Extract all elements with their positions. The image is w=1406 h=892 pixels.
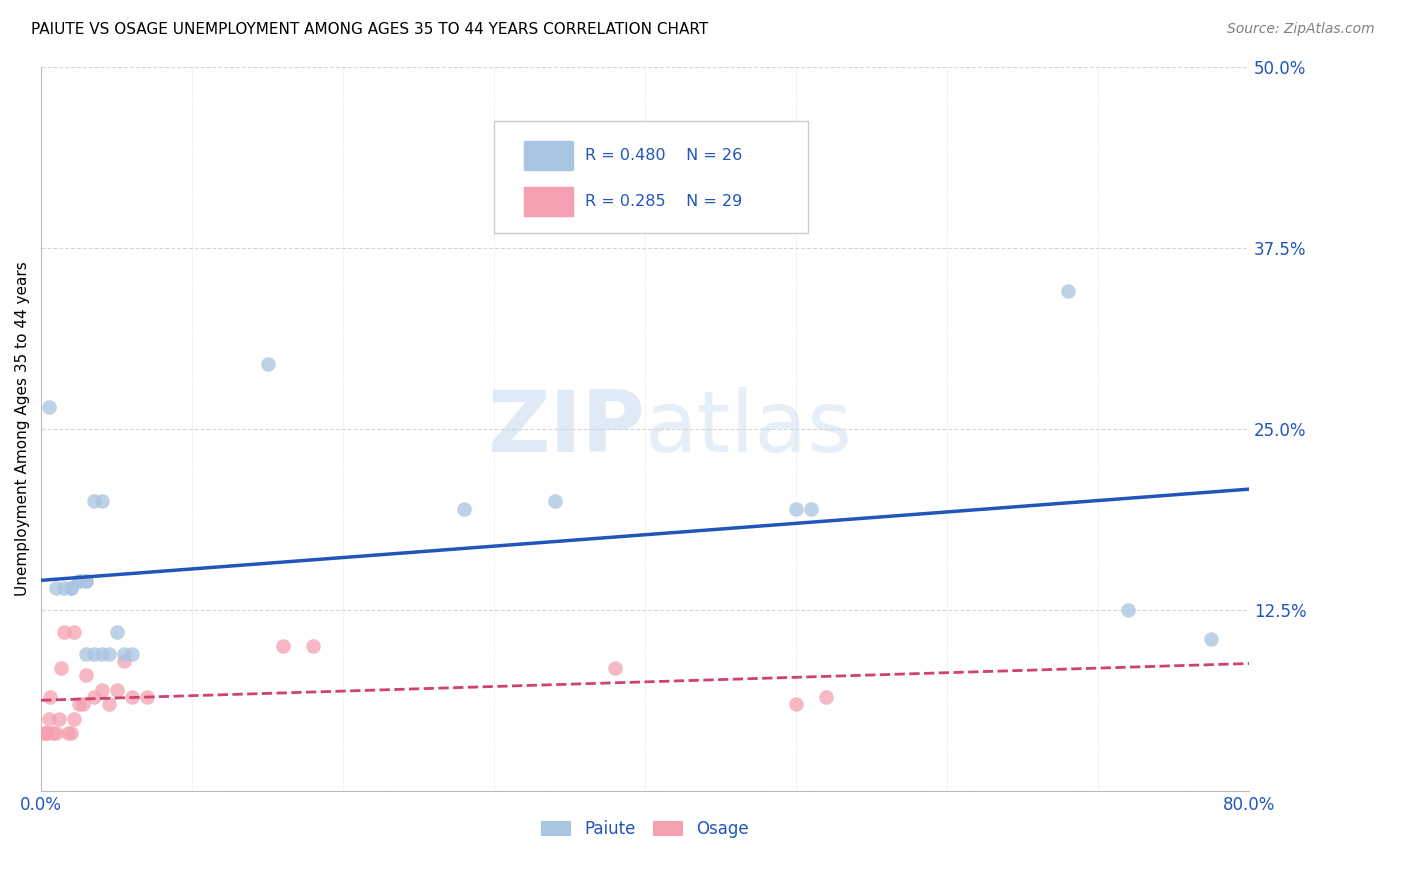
- Point: [121, 647, 143, 661]
- Point: [112, 654, 135, 668]
- Point: [112, 647, 135, 661]
- Point: [785, 501, 807, 516]
- Point: [63, 712, 86, 726]
- Text: R = 0.480    N = 26: R = 0.480 N = 26: [585, 148, 742, 163]
- Bar: [524, 141, 572, 170]
- Point: [105, 682, 128, 697]
- Point: [83, 647, 105, 661]
- Point: [58, 726, 80, 740]
- Point: [60, 582, 83, 596]
- Text: PAIUTE VS OSAGE UNEMPLOYMENT AMONG AGES 35 TO 44 YEARS CORRELATION CHART: PAIUTE VS OSAGE UNEMPLOYMENT AMONG AGES …: [31, 22, 709, 37]
- Point: [271, 640, 294, 654]
- Point: [815, 690, 838, 704]
- Point: [67, 574, 90, 588]
- Point: [256, 357, 278, 371]
- Bar: [524, 187, 572, 216]
- Point: [800, 501, 823, 516]
- Point: [75, 668, 97, 682]
- Point: [1118, 603, 1140, 617]
- Point: [121, 690, 143, 704]
- Point: [83, 494, 105, 508]
- Point: [45, 582, 67, 596]
- Point: [90, 647, 112, 661]
- Point: [75, 574, 97, 588]
- Point: [48, 712, 70, 726]
- Point: [37, 726, 59, 740]
- Point: [52, 624, 75, 639]
- Point: [67, 698, 90, 712]
- Point: [453, 501, 475, 516]
- Point: [1057, 285, 1080, 299]
- Point: [105, 624, 128, 639]
- Point: [60, 582, 83, 596]
- Text: atlas: atlas: [645, 387, 853, 470]
- Point: [34, 726, 56, 740]
- Point: [45, 726, 67, 740]
- Point: [49, 661, 72, 675]
- Point: [63, 624, 86, 639]
- Point: [98, 647, 121, 661]
- Point: [67, 574, 90, 588]
- Legend: Paiute, Osage: Paiute, Osage: [534, 814, 755, 845]
- Point: [75, 647, 97, 661]
- Text: ZIP: ZIP: [488, 387, 645, 470]
- Point: [90, 494, 112, 508]
- Point: [135, 690, 157, 704]
- Point: [32, 726, 55, 740]
- Y-axis label: Unemployment Among Ages 35 to 44 years: Unemployment Among Ages 35 to 44 years: [15, 261, 30, 597]
- Text: R = 0.285    N = 29: R = 0.285 N = 29: [585, 194, 742, 209]
- Point: [42, 726, 65, 740]
- Text: Source: ZipAtlas.com: Source: ZipAtlas.com: [1227, 22, 1375, 37]
- FancyBboxPatch shape: [494, 121, 808, 234]
- Point: [60, 726, 83, 740]
- Point: [1201, 632, 1223, 646]
- Point: [785, 698, 807, 712]
- Point: [38, 712, 60, 726]
- Point: [603, 661, 626, 675]
- Point: [302, 640, 325, 654]
- Point: [52, 582, 75, 596]
- Point: [98, 698, 121, 712]
- Point: [72, 698, 94, 712]
- Point: [39, 690, 62, 704]
- Point: [38, 400, 60, 414]
- Point: [543, 494, 565, 508]
- Point: [83, 690, 105, 704]
- Point: [90, 682, 112, 697]
- Point: [75, 574, 97, 588]
